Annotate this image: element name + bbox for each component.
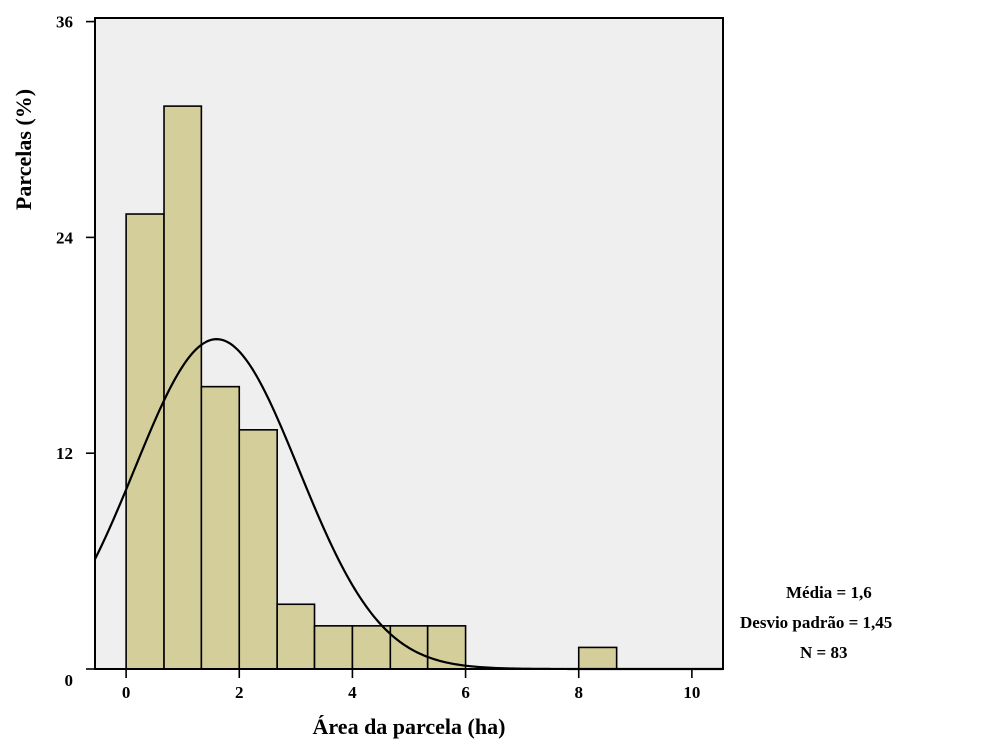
x-tick-label: 6 — [461, 683, 470, 702]
y-tick-label: 36 — [56, 13, 73, 32]
x-tick-label: 2 — [235, 683, 244, 702]
sd-label: Desvio padrão = 1,45 — [740, 613, 893, 632]
histogram-bars — [125, 105, 618, 670]
y-tick-label: 12 — [56, 444, 73, 463]
n-label: N = 83 — [800, 643, 848, 662]
y-axis: 0 12 24 36 — [56, 13, 95, 690]
x-tick-label: 8 — [574, 683, 583, 702]
x-axis-title: Área da parcela (ha) — [313, 714, 506, 739]
x-tick-label: 0 — [122, 683, 131, 702]
y-tick-label: 0 — [65, 671, 74, 690]
x-tick-label: 10 — [683, 683, 700, 702]
histogram-bar — [200, 385, 241, 670]
x-tick-label: 4 — [348, 683, 357, 702]
mean-label: Média = 1,6 — [786, 583, 872, 602]
plot-frame — [94, 17, 724, 670]
histogram-bar — [577, 646, 618, 670]
y-tick-label: 24 — [56, 228, 74, 247]
histogram-bar — [238, 429, 278, 670]
histogram-bar — [313, 625, 354, 670]
x-axis: 0 2 4 6 8 10 — [122, 669, 700, 702]
y-axis-title: Parcelas (%) — [11, 89, 36, 210]
histogram-bar — [276, 603, 316, 670]
histogram-bar — [351, 625, 392, 670]
